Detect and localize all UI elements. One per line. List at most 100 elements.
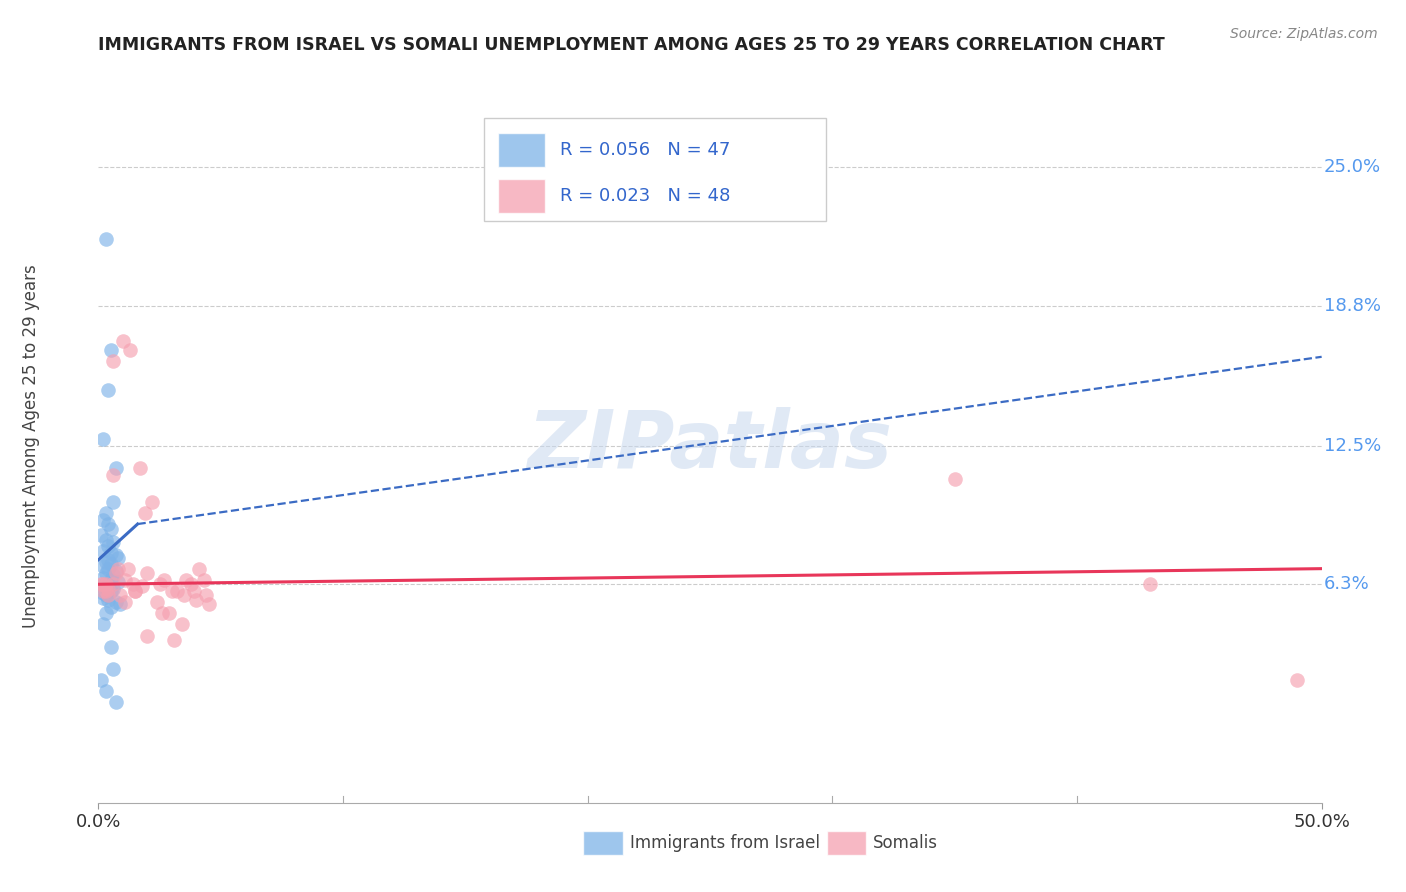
Point <box>101 467 124 482</box>
Point <box>91 571 114 585</box>
Point <box>97 592 120 607</box>
Point <box>166 583 188 598</box>
Point <box>101 494 124 508</box>
Point <box>94 577 117 591</box>
Point <box>124 583 146 598</box>
Point <box>101 662 124 676</box>
Point <box>101 354 124 368</box>
Text: 25.0%: 25.0% <box>1324 158 1381 177</box>
Point <box>94 555 117 569</box>
Point <box>107 574 129 589</box>
Text: Source: ZipAtlas.com: Source: ZipAtlas.com <box>1230 27 1378 41</box>
FancyBboxPatch shape <box>498 179 546 213</box>
Point <box>120 343 142 357</box>
Point <box>90 528 112 542</box>
Point <box>90 580 112 594</box>
Point <box>136 628 159 642</box>
Point <box>97 516 120 531</box>
Text: Unemployment Among Ages 25 to 29 years: Unemployment Among Ages 25 to 29 years <box>22 264 39 628</box>
Point <box>100 521 122 535</box>
Point <box>91 583 114 598</box>
Point <box>91 559 114 574</box>
Point <box>943 472 966 486</box>
Point <box>107 562 129 576</box>
Point <box>97 562 120 576</box>
Point <box>94 533 117 547</box>
Text: ZIPatlas: ZIPatlas <box>527 407 893 485</box>
Point <box>160 583 183 598</box>
Point <box>101 577 124 591</box>
Point <box>173 589 195 603</box>
Point <box>97 582 120 596</box>
Point <box>91 591 114 605</box>
Text: Immigrants from Israel: Immigrants from Israel <box>630 834 820 852</box>
Point <box>104 548 127 563</box>
Point <box>1139 577 1161 591</box>
Text: Somalis: Somalis <box>873 834 938 852</box>
Point <box>94 583 117 598</box>
Point <box>94 506 117 520</box>
Text: R = 0.056   N = 47: R = 0.056 N = 47 <box>560 141 730 159</box>
Point <box>94 607 117 621</box>
Point <box>111 334 134 348</box>
Point <box>100 546 122 560</box>
Point <box>141 494 163 508</box>
Point <box>150 607 173 621</box>
Point <box>114 595 136 609</box>
Point <box>176 573 198 587</box>
Point <box>94 231 117 245</box>
Point <box>186 592 208 607</box>
Point <box>117 562 139 576</box>
Point <box>91 432 114 446</box>
Text: 18.8%: 18.8% <box>1324 296 1381 315</box>
Point <box>110 598 132 612</box>
Point <box>97 577 120 591</box>
Point <box>193 573 215 587</box>
Point <box>183 583 205 598</box>
Point <box>100 557 122 571</box>
Point <box>97 589 120 603</box>
Text: 12.5%: 12.5% <box>1324 437 1381 455</box>
Point <box>97 552 120 567</box>
Point <box>146 595 169 609</box>
Point <box>94 566 117 580</box>
Point <box>91 617 114 632</box>
Point <box>197 598 219 612</box>
Point <box>104 566 127 580</box>
Point <box>94 684 117 698</box>
Point <box>100 573 122 587</box>
Point <box>131 580 153 594</box>
Point <box>153 573 176 587</box>
Point <box>91 586 114 600</box>
Point <box>180 577 202 591</box>
Point <box>100 343 122 357</box>
Point <box>129 461 152 475</box>
Point <box>121 577 143 591</box>
FancyBboxPatch shape <box>484 118 827 221</box>
Point <box>114 573 136 587</box>
Point <box>104 461 127 475</box>
Point <box>97 383 120 397</box>
Point <box>97 539 120 553</box>
Point <box>101 534 124 549</box>
Point <box>90 577 112 591</box>
Point <box>187 562 209 576</box>
Point <box>100 583 122 598</box>
Point <box>101 568 124 582</box>
FancyBboxPatch shape <box>498 133 546 167</box>
Point <box>100 640 122 654</box>
Point <box>100 599 122 614</box>
Point <box>170 617 193 632</box>
Point <box>104 595 127 609</box>
Point <box>104 564 127 578</box>
Point <box>91 543 114 558</box>
Point <box>104 696 127 710</box>
Text: R = 0.023   N = 48: R = 0.023 N = 48 <box>560 187 730 205</box>
Point <box>107 550 129 565</box>
Point <box>195 589 218 603</box>
Point <box>110 589 132 603</box>
Point <box>124 583 146 598</box>
Point <box>94 589 117 603</box>
Point <box>163 633 186 648</box>
Point <box>157 607 180 621</box>
